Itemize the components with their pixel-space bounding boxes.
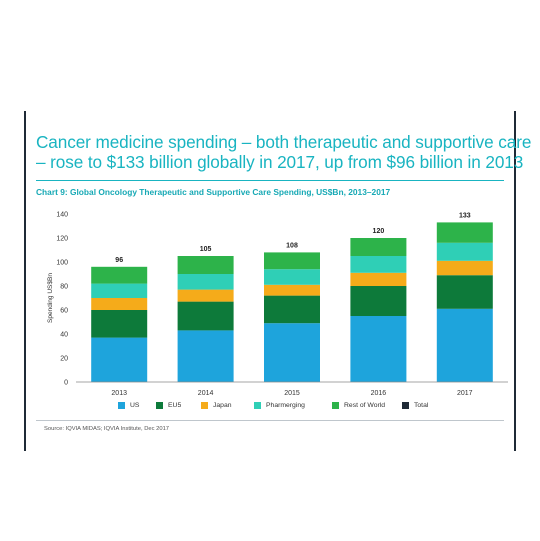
bar-segment-eu5-2014 <box>177 301 234 331</box>
headline-line-1: Cancer medicine spending – both therapeu… <box>36 132 532 152</box>
y-axis: 0 20 40 60 80 100 120 140 Spending US$Bn <box>47 212 68 387</box>
y-axis-title: Spending US$Bn <box>47 273 54 323</box>
legend-label: US <box>130 402 140 409</box>
x-tick-label-2016: 2016 <box>371 390 387 397</box>
bar-segment-us-2016 <box>350 316 407 382</box>
y-tick-label-140: 140 <box>56 212 68 219</box>
bar-segment-pharmerging-2013 <box>91 283 148 298</box>
legend-swatch <box>402 402 409 409</box>
bar-segment-pharmerging-2014 <box>177 274 234 290</box>
bar-segment-japan-2013 <box>91 298 148 310</box>
bar-segment-us-2014 <box>177 330 234 382</box>
legend-item-rest-of-world: Rest of World <box>332 402 385 409</box>
legend-swatch <box>156 402 163 409</box>
bar-segment-us-2015 <box>264 323 320 382</box>
legend-item-us: US <box>118 402 139 409</box>
legend-swatch <box>332 402 339 409</box>
bar-segment-japan-2014 <box>177 289 234 302</box>
bar-segment-rest-of-world-2013 <box>91 266 148 284</box>
headline-line-2: – rose to $133 billion globally in 2017,… <box>36 152 524 172</box>
bar-segment-eu5-2015 <box>264 295 320 324</box>
y-tick-label-40: 40 <box>60 332 68 339</box>
bar-segment-rest-of-world-2016 <box>350 238 407 256</box>
legend-item-eu5: EU5 <box>156 402 181 409</box>
headline-divider <box>36 180 504 181</box>
total-label-2017: 133 <box>459 212 471 219</box>
bar-segment-us-2013 <box>91 337 148 382</box>
y-tick-label-0: 0 <box>64 380 68 387</box>
x-tick-label-2013: 2013 <box>111 390 127 397</box>
source-divider <box>36 420 504 421</box>
frame-rule-left <box>24 111 26 451</box>
bar-segment-pharmerging-2017 <box>436 242 493 261</box>
bar-segment-pharmerging-2015 <box>264 269 320 285</box>
legend-label: Total <box>414 402 429 409</box>
bars: 96 105 108 120 133 <box>91 212 493 382</box>
bar-segment-rest-of-world-2015 <box>264 252 320 270</box>
bar-segment-japan-2015 <box>264 284 320 296</box>
y-tick-label-20: 20 <box>60 356 68 363</box>
bar-segment-us-2017 <box>436 308 493 382</box>
y-tick-label-60: 60 <box>60 308 68 315</box>
legend-label: Pharmerging <box>266 402 305 409</box>
legend-label: Japan <box>213 402 232 409</box>
x-tick-label-2015: 2015 <box>284 390 300 397</box>
x-tick-label-2017: 2017 <box>457 390 473 397</box>
frame-rule-right <box>514 111 516 451</box>
bar-segment-pharmerging-2016 <box>350 256 407 273</box>
bar-segment-japan-2016 <box>350 272 407 286</box>
legend-label: EU5 <box>168 402 182 409</box>
x-tick-label-2014: 2014 <box>198 390 214 397</box>
headline: Cancer medicine spending – both therapeu… <box>36 132 532 172</box>
y-tick-label-80: 80 <box>60 284 68 291</box>
total-label-2015: 108 <box>286 242 298 249</box>
legend-swatch <box>254 402 261 409</box>
total-label-2013: 96 <box>115 257 123 264</box>
source-note: Source: IQVIA MIDAS; IQVIA Institute, De… <box>44 426 170 432</box>
y-tick-label-120: 120 <box>56 236 68 243</box>
x-axis: 2013 2014 2015 2016 2017 <box>76 381 508 397</box>
bar-segment-eu5-2016 <box>350 286 407 316</box>
y-tick-label-100: 100 <box>56 260 68 267</box>
legend-swatch <box>201 402 208 409</box>
total-label-2016: 120 <box>373 228 385 235</box>
bar-segment-eu5-2013 <box>91 310 148 338</box>
legend-item-total: Total <box>402 402 428 409</box>
bar-segment-eu5-2017 <box>436 275 493 309</box>
legend-label: Rest of World <box>344 402 386 409</box>
bar-segment-rest-of-world-2014 <box>177 256 234 274</box>
legend-swatch <box>118 402 125 409</box>
legend-item-pharmerging: Pharmerging <box>254 402 305 409</box>
legend-item-japan: Japan <box>201 402 232 409</box>
bar-segment-rest-of-world-2017 <box>436 222 493 243</box>
chart-caption: Chart 9: Global Oncology Therapeutic and… <box>36 187 391 197</box>
bar-segment-japan-2017 <box>436 260 493 276</box>
total-label-2014: 105 <box>200 246 212 253</box>
